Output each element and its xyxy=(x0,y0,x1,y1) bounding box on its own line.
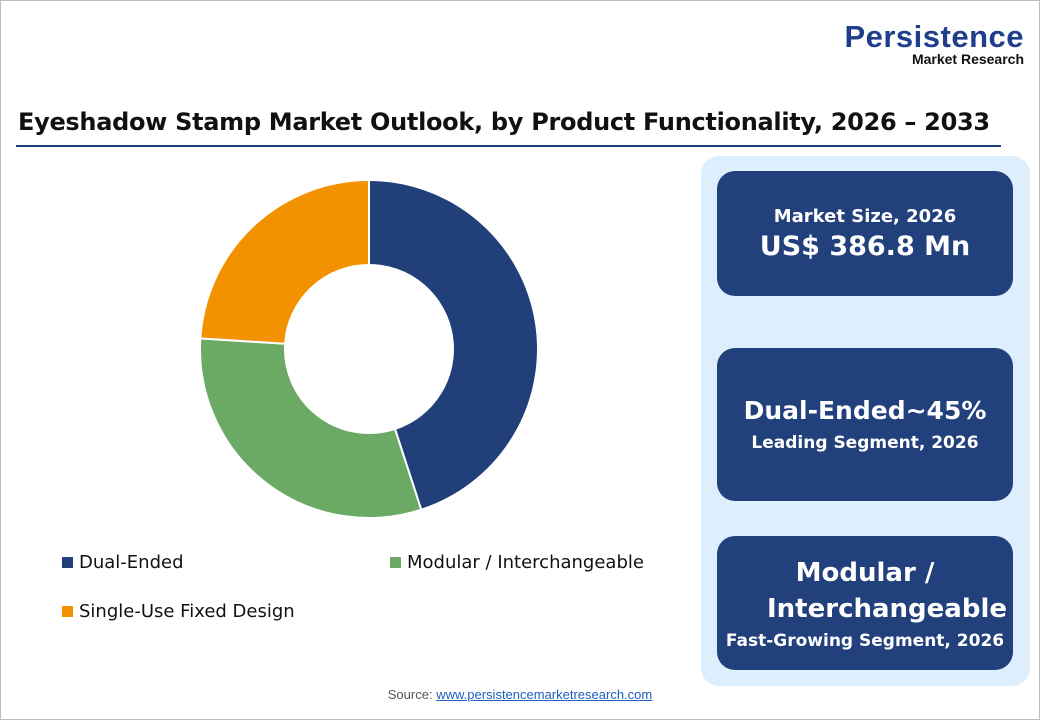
legend-swatch xyxy=(62,606,73,617)
donut-slice-modular-interchangeable xyxy=(198,337,423,520)
legend-label: Single-Use Fixed Design xyxy=(79,601,295,622)
fast-growing-card: Modular / Interchangeable Fast-Growing S… xyxy=(717,536,1013,670)
logo-line2: Market Research xyxy=(911,51,1024,67)
legend-item-modular: Modular / Interchangeable xyxy=(390,552,644,573)
card-label: Leading Segment, 2026 xyxy=(751,433,979,453)
legend-swatch xyxy=(62,557,73,568)
donut-chart xyxy=(198,178,540,520)
legend-label: Modular / Interchangeable xyxy=(407,552,644,573)
source-note: Source: www.persistencemarketresearch.co… xyxy=(0,687,1040,702)
source-link[interactable]: www.persistencemarketresearch.com xyxy=(436,687,653,702)
leading-segment-card: Dual-Ended~45% Leading Segment, 2026 xyxy=(717,348,1013,501)
card-value: Modular / Interchangeable xyxy=(767,558,1007,624)
card-value: Dual-Ended~45% xyxy=(743,396,987,425)
chart-title: Eyeshadow Stamp Market Outlook, by Produ… xyxy=(18,108,990,136)
title-divider xyxy=(16,145,1001,147)
card-label: Fast-Growing Segment, 2026 xyxy=(725,631,1005,651)
legend-swatch xyxy=(390,557,401,568)
donut-slice-single-use-fixed-design xyxy=(199,178,370,345)
logo: Persistence Market Research xyxy=(844,19,1024,67)
legend-label: Dual-Ended xyxy=(79,552,184,573)
legend-item-single-use: Single-Use Fixed Design xyxy=(62,601,295,622)
logo-line1: Persistence xyxy=(844,19,1024,54)
card-label: Market Size, 2026 xyxy=(773,205,957,227)
source-label: Source: xyxy=(387,687,433,702)
market-size-card: Market Size, 2026 US$ 386.8 Mn xyxy=(717,171,1013,296)
card-value: US$ 386.8 Mn xyxy=(759,230,971,262)
donut-slice-dual-ended xyxy=(368,178,540,511)
legend-item-dual-ended: Dual-Ended xyxy=(62,552,184,573)
